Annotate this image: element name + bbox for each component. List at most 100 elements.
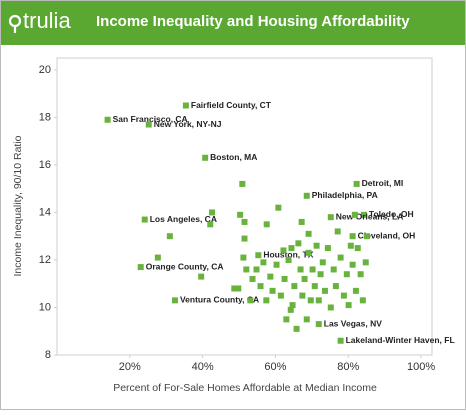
point-label: Los Angeles, CA xyxy=(150,214,217,224)
point xyxy=(145,121,152,128)
point xyxy=(343,271,350,278)
point xyxy=(299,292,306,299)
point xyxy=(324,245,331,252)
point-label: New York, NY-NJ xyxy=(154,119,222,129)
point xyxy=(313,242,320,249)
point xyxy=(104,116,111,123)
chart-title: Income Inequality and Housing Affordabil… xyxy=(96,13,410,30)
point xyxy=(334,228,341,235)
point xyxy=(231,285,238,292)
point xyxy=(263,297,270,304)
point xyxy=(137,264,144,271)
point xyxy=(305,249,312,256)
point xyxy=(283,316,290,323)
point-label: Cleveland, OH xyxy=(358,230,416,240)
point xyxy=(141,216,148,223)
point-label: Boston, MA xyxy=(210,152,257,162)
point xyxy=(243,266,250,273)
point xyxy=(363,233,370,240)
point xyxy=(303,192,310,199)
point xyxy=(349,233,356,240)
point-label: Lakeland-Winter Haven, FL xyxy=(346,335,455,345)
point xyxy=(249,275,256,282)
point xyxy=(240,254,247,261)
point xyxy=(273,261,280,268)
point xyxy=(298,218,305,225)
point xyxy=(340,292,347,299)
point xyxy=(293,325,300,332)
point xyxy=(319,259,326,266)
point xyxy=(349,261,356,268)
y-tick-label: 14 xyxy=(39,206,51,218)
point xyxy=(285,256,292,263)
point xyxy=(327,214,334,221)
y-tick-label: 20 xyxy=(39,64,51,76)
logo-icon xyxy=(8,14,22,33)
x-tick-label: 40% xyxy=(192,361,214,373)
point xyxy=(269,287,276,294)
point xyxy=(354,245,361,252)
point-label: Detroit, MI xyxy=(362,178,404,188)
y-tick-label: 16 xyxy=(39,159,51,171)
point xyxy=(260,259,267,266)
point xyxy=(347,242,354,249)
point-label: Ventura County, CA xyxy=(180,295,259,305)
point xyxy=(315,321,322,328)
point xyxy=(297,266,304,273)
point xyxy=(295,240,302,247)
header-band xyxy=(1,1,465,45)
point xyxy=(337,254,344,261)
y-tick-label: 8 xyxy=(45,349,51,361)
point-label: Philadelphia, PA xyxy=(312,190,378,200)
plot-frame xyxy=(56,57,433,356)
point xyxy=(305,230,312,237)
x-tick-label: 20% xyxy=(119,361,141,373)
point xyxy=(209,209,216,216)
point-label: Toledo, OH xyxy=(369,209,414,219)
point-label: Houston, TX xyxy=(263,249,313,259)
point xyxy=(182,102,189,109)
point xyxy=(287,306,294,313)
point xyxy=(307,297,314,304)
logo: trulia xyxy=(23,8,71,33)
point xyxy=(154,254,161,261)
point-label: New Orleans, LA xyxy=(336,211,404,221)
point xyxy=(280,247,287,254)
point xyxy=(315,297,322,304)
point xyxy=(198,273,205,280)
point xyxy=(352,287,359,294)
point xyxy=(166,233,173,240)
point xyxy=(255,252,262,259)
y-tick-label: 12 xyxy=(39,254,51,266)
x-axis-label: Percent of For-Sale Homes Affordable at … xyxy=(113,382,377,394)
y-tick-label: 18 xyxy=(39,111,51,123)
point xyxy=(357,271,364,278)
point xyxy=(239,180,246,187)
point xyxy=(362,259,369,266)
point-label: Las Vegas, NV xyxy=(324,318,382,328)
point xyxy=(171,297,178,304)
point xyxy=(241,218,248,225)
y-tick-label: 10 xyxy=(39,301,51,313)
x-tick-label: 80% xyxy=(337,361,359,373)
point xyxy=(330,266,337,273)
point xyxy=(289,302,296,309)
point xyxy=(247,297,254,304)
point xyxy=(303,316,310,323)
point xyxy=(207,221,214,228)
point xyxy=(345,302,352,309)
point xyxy=(237,211,244,218)
point xyxy=(311,283,318,290)
point xyxy=(241,235,248,242)
point xyxy=(277,292,284,299)
point xyxy=(288,245,295,252)
point xyxy=(332,283,339,290)
point-label: Orange County, CA xyxy=(146,261,224,271)
point xyxy=(359,297,366,304)
point xyxy=(263,221,270,228)
point xyxy=(360,211,367,218)
point xyxy=(267,273,274,280)
point xyxy=(309,266,316,273)
